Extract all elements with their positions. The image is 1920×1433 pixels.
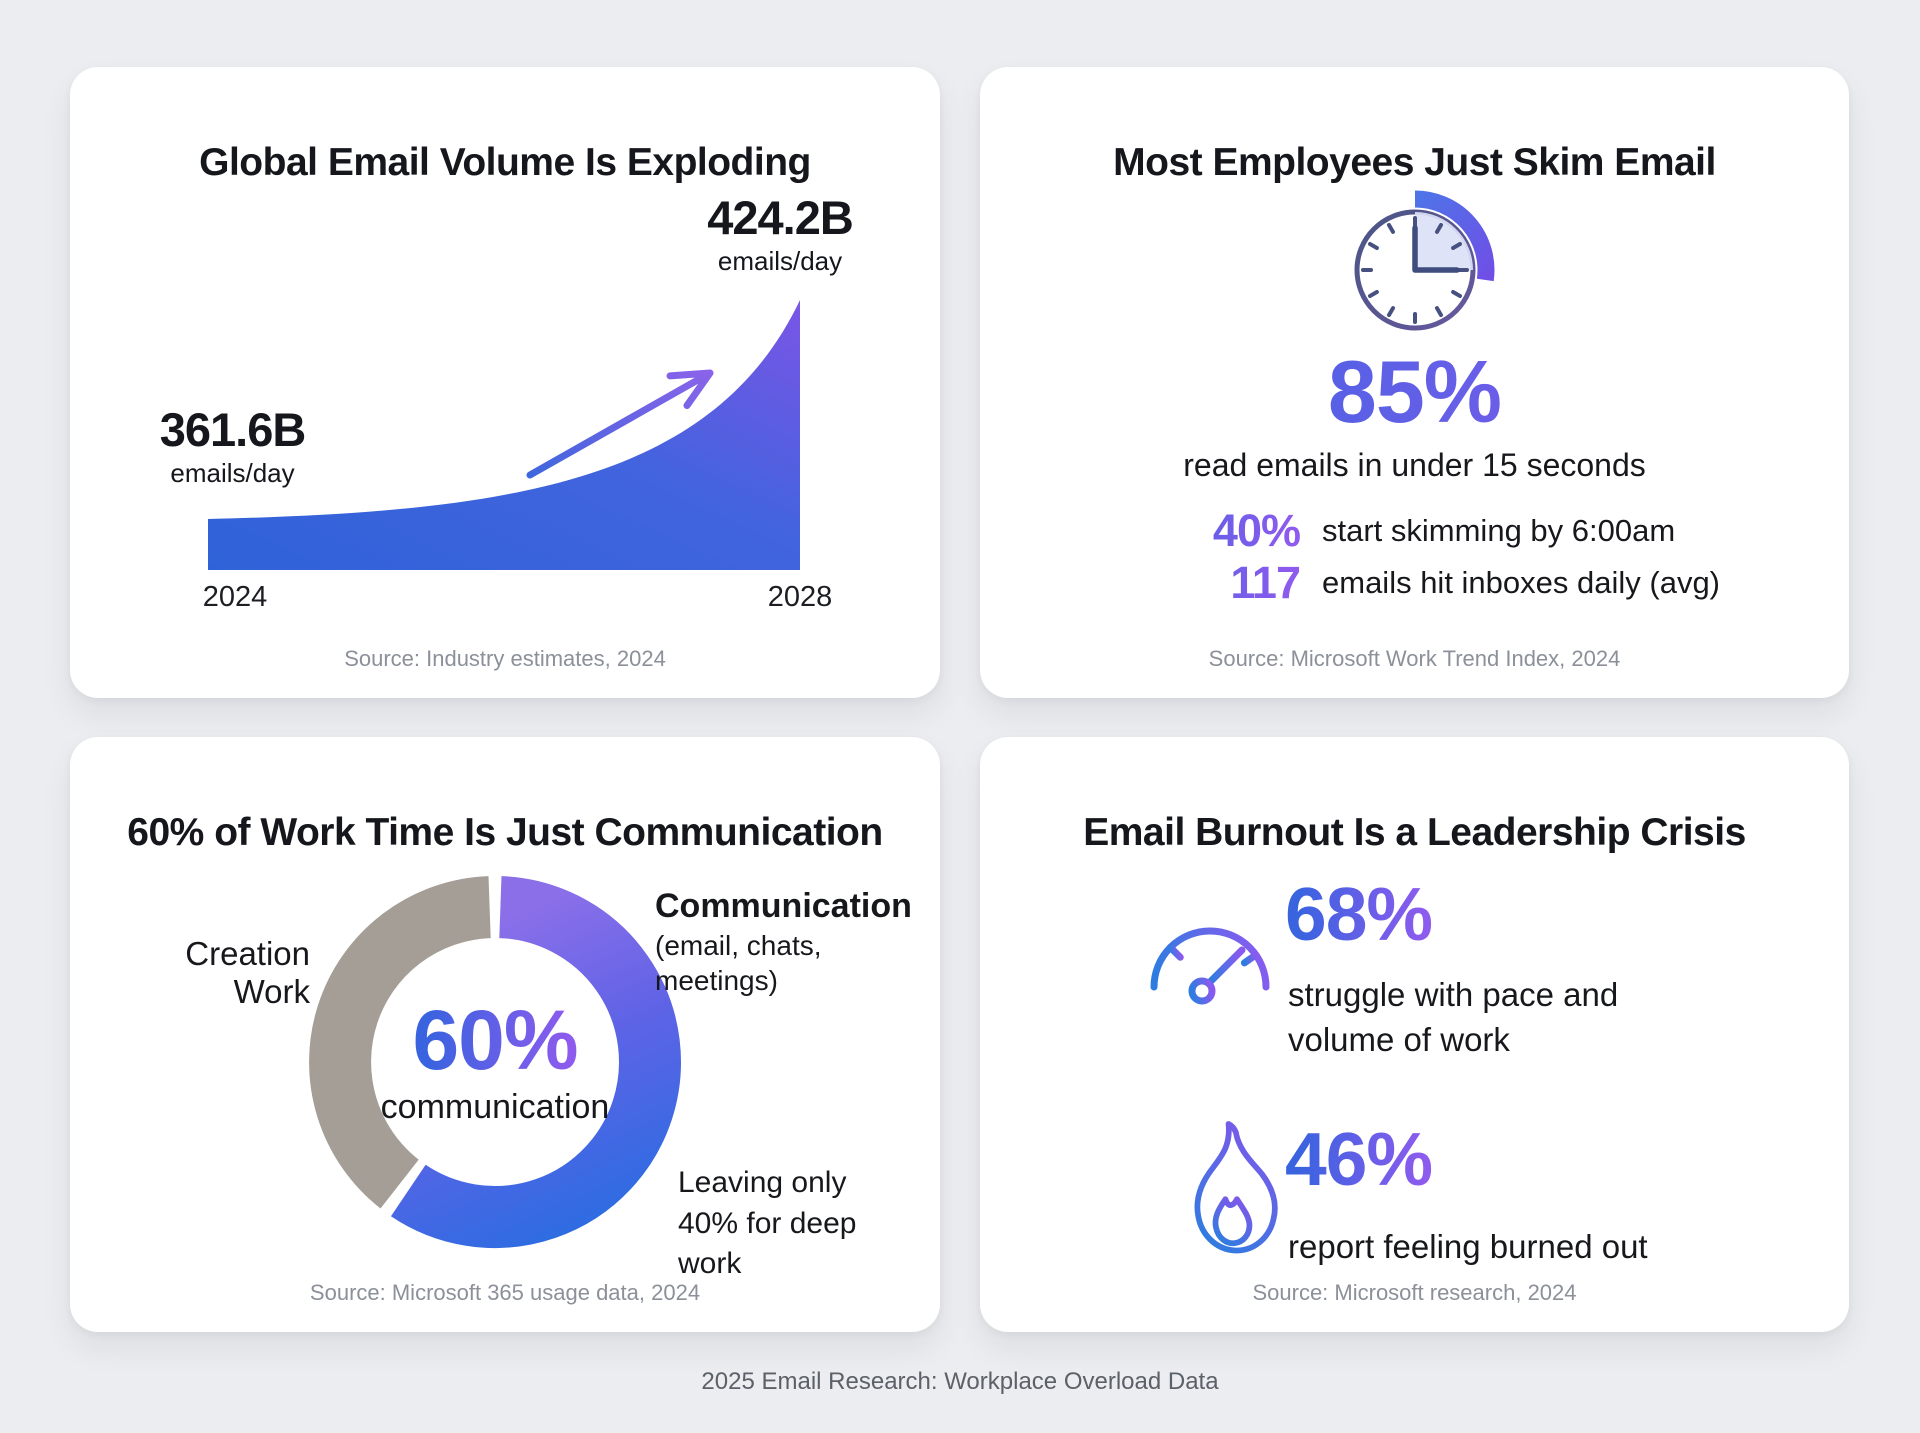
donut-caption: communication xyxy=(380,1087,610,1126)
end-value: 424.2B xyxy=(707,191,854,244)
skim-stat-value: 117 xyxy=(1095,557,1301,609)
card-email-volume: Global Email Volume Is Exploding 424.2B … xyxy=(70,67,940,698)
x-axis-label-2024: 2024 xyxy=(202,581,268,613)
card-communication-time: 60% of Work Time Is Just Communication 6… xyxy=(70,737,940,1332)
deep-work-note: Leaving only 40% for deep work xyxy=(678,1166,857,1280)
communication-donut-chart xyxy=(309,876,681,1248)
gauge-icon xyxy=(1150,927,1270,1005)
skim-headline-value: 85% xyxy=(980,348,1849,436)
skim-stat-label: start skimming by 6:00am xyxy=(1322,513,1676,548)
burnout-stat-value: 68% xyxy=(1285,872,1433,956)
burnout-stat-value: 46% xyxy=(1285,1117,1433,1201)
skim-stat-row: 40% start skimming by 6:00am xyxy=(1095,505,1745,557)
donut-percentage: 60% xyxy=(412,992,578,1087)
card-title-burnout: Email Burnout Is a Leadership Crisis xyxy=(1083,811,1746,855)
burnout-stat-label: report feeling burned out xyxy=(1288,1228,1648,1265)
stat-start-volume: 361.6B emails/day xyxy=(90,405,375,489)
skim-stat-value: 40% xyxy=(1095,505,1301,557)
start-value: 361.6B xyxy=(159,403,307,456)
page-footer-caption: 2025 Email Research: Workplace Overload … xyxy=(701,1368,1219,1395)
source-burnout: Source: Microsoft research, 2024 xyxy=(1252,1280,1577,1305)
skim-stat-row: 117 emails hit inboxes daily (avg) xyxy=(1095,557,1745,609)
card-title-skim: Most Employees Just Skim Email xyxy=(1113,141,1716,185)
source-skim: Source: Microsoft Work Trend Index, 2024 xyxy=(1208,646,1621,671)
email-volume-area-chart xyxy=(208,300,800,570)
start-unit: emails/day xyxy=(170,458,295,489)
legend-communication-sub: (email, chats, meetings) xyxy=(655,930,822,996)
source-email-volume: Source: Industry estimates, 2024 xyxy=(344,646,666,671)
skim-stat-label: emails hit inboxes daily (avg) xyxy=(1322,565,1721,600)
trend-arrow-icon xyxy=(526,369,714,479)
burnout-stat-label: struggle with pace and volume of work xyxy=(1288,976,1619,1058)
end-unit: emails/day xyxy=(717,246,843,277)
card-title-communication: 60% of Work Time Is Just Communication xyxy=(127,811,883,855)
card-burnout: Email Burnout Is a Leadership Crisis 68%… xyxy=(980,737,1849,1332)
card-title-email-volume: Global Email Volume Is Exploding xyxy=(199,141,811,185)
legend-communication: Communication (email, chats, meetings) xyxy=(655,887,925,998)
legend-creation-work: Creation Work xyxy=(185,935,310,1010)
x-axis-label-2028: 2028 xyxy=(767,581,833,613)
legend-communication-title: Communication xyxy=(655,887,912,925)
donut-center-label: 60% communication xyxy=(305,872,685,1252)
source-communication: Source: Microsoft 365 usage data, 2024 xyxy=(309,1280,701,1305)
card-skim-email: Most Employees Just Skim Email xyxy=(980,67,1849,698)
flame-icon xyxy=(1194,1121,1278,1254)
skim-headline-label: read emails in under 15 seconds xyxy=(1183,447,1646,483)
stat-end-volume: 424.2B emails/day xyxy=(635,193,925,277)
clock-icon xyxy=(1354,190,1495,331)
